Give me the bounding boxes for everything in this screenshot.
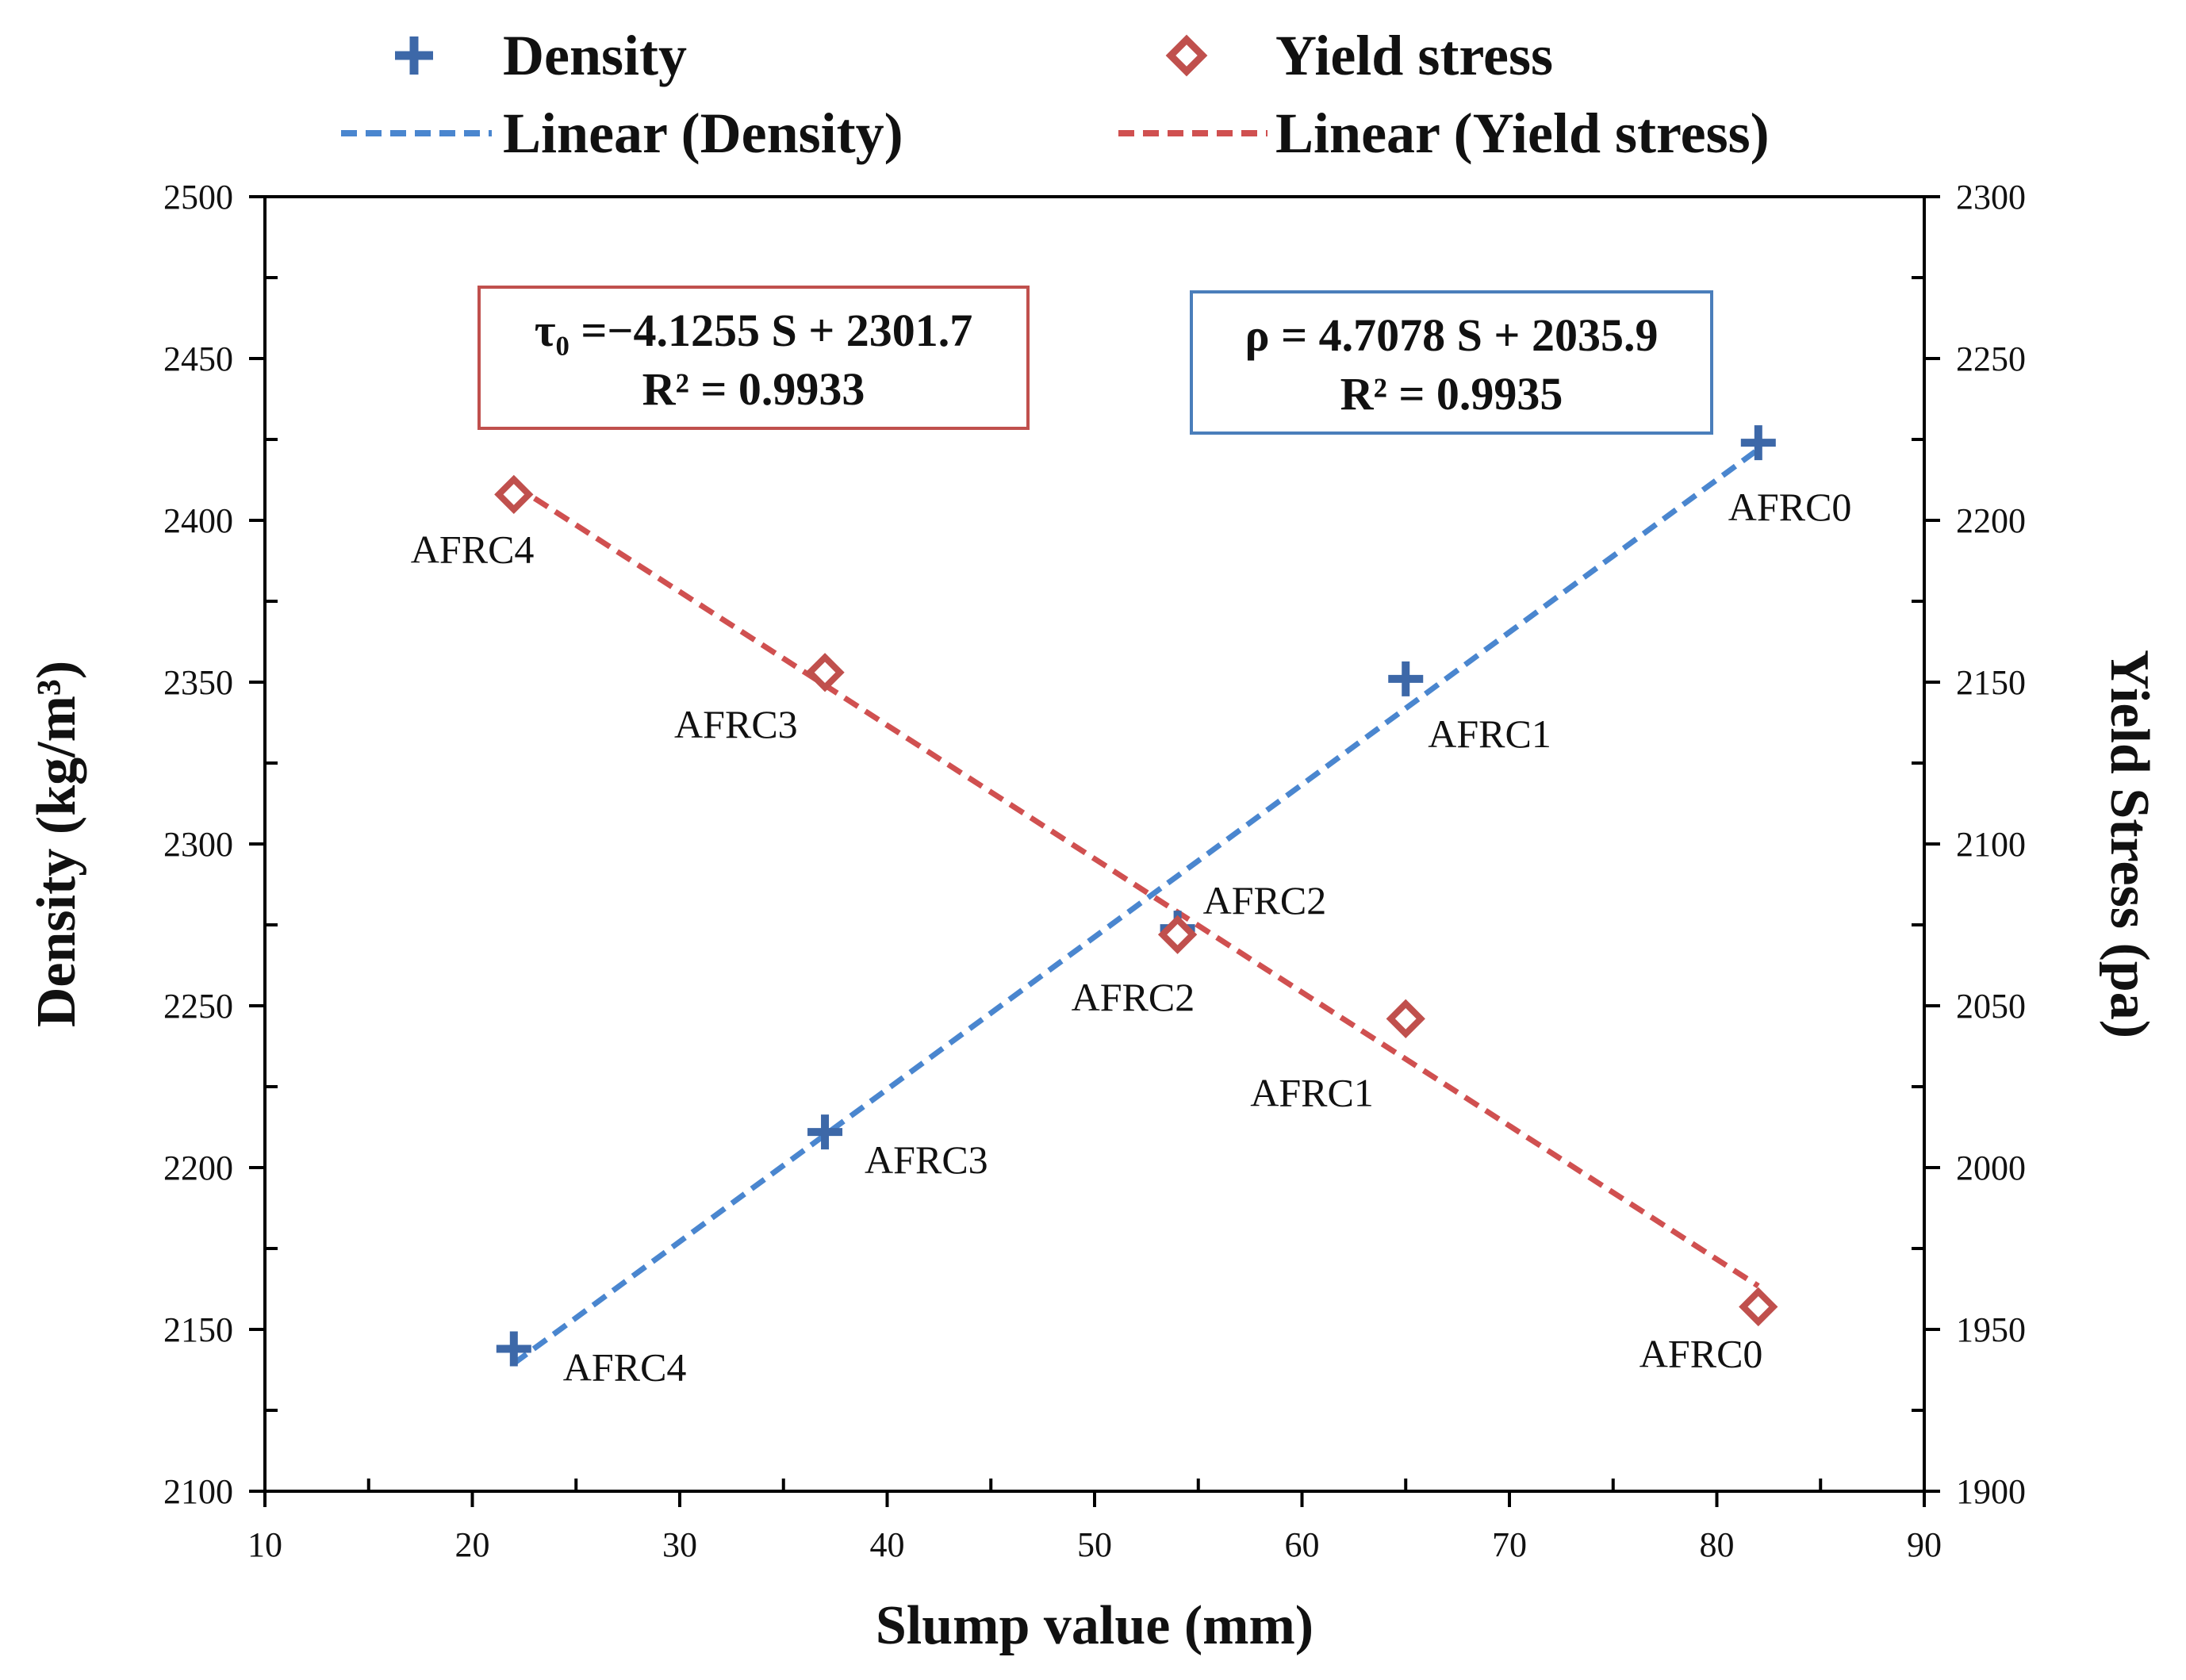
density-point (807, 1114, 843, 1150)
density-point-label: AFRC1 (1428, 712, 1551, 756)
point-labels: AFRC4 AFRC3 AFRC2 AFRC1 AFRC0 AFRC4 AFRC3 AFRC2… (411, 485, 1852, 1389)
density-point-label: AFRC3 (865, 1137, 988, 1182)
yield-equation-frame (477, 286, 1030, 430)
density-point (1740, 425, 1776, 461)
yield-point-label: AFRC0 (1640, 1331, 1763, 1375)
y-right-tick-label: 1950 (1956, 1310, 2026, 1349)
tick-marks (249, 195, 1940, 1507)
density-equation-box: ρ = 4.7078 S + 2035.9 R² = 0.9935 (1190, 290, 1713, 435)
x-tick-label: 90 (1907, 1525, 1942, 1564)
density-point-label: AFRC4 (563, 1344, 687, 1389)
yield-point-label: AFRC4 (411, 527, 535, 571)
yield-trendline (512, 482, 1760, 1289)
legend-density-label: Density (503, 24, 687, 87)
trendlines (512, 447, 1760, 1366)
y-right-tick-label: 2150 (1956, 663, 2026, 702)
legend-yield-marker-icon (1165, 34, 1208, 77)
yield-point-label: AFRC2 (1072, 975, 1195, 1019)
y-right-tick-label: 2250 (1956, 339, 2026, 378)
yield-equation-box: τ₀ =−4.1255 S + 2301.7 R² = 0.9933 (477, 286, 1030, 430)
y-left-tick-label: 2250 (163, 987, 233, 1026)
y-right-tick-label: 2200 (1956, 501, 2026, 540)
y-left-tick-label: 2200 (163, 1149, 233, 1187)
density-point-label: AFRC2 (1203, 878, 1327, 922)
legend-yield-label: Yield stress (1275, 24, 1553, 87)
yield-point (1386, 999, 1425, 1038)
yield-point (1739, 1287, 1778, 1327)
yield-point (1157, 915, 1198, 954)
density-equation: ρ = 4.7078 S + 2035.9 (1245, 309, 1659, 361)
density-r2: R² = 0.9935 (1340, 368, 1563, 420)
x-tick-label: 80 (1700, 1525, 1735, 1564)
x-axis-title: Slump value (mm) (876, 1595, 1314, 1656)
x-tick-label: 60 (1285, 1525, 1320, 1564)
y-left-tick-label: 2500 (163, 178, 233, 217)
y-left-tick-label: 2400 (163, 501, 233, 540)
y-left-tick-label: 2450 (163, 339, 233, 378)
x-tick-label: 70 (1492, 1525, 1527, 1564)
x-tick-label: 30 (662, 1525, 697, 1564)
y-right-tick-label: 2100 (1956, 825, 2026, 864)
legend-yield-trend-label: Linear (Yield stress) (1275, 102, 1770, 165)
y-right-tick-label: 2000 (1956, 1149, 2026, 1187)
density-equation-frame (1190, 290, 1713, 435)
y-right-tick-label: 2300 (1956, 178, 2026, 217)
legend-density-trend-label: Linear (Density) (503, 102, 903, 165)
legend-density-marker-icon (395, 36, 433, 75)
density-trendline (512, 447, 1760, 1366)
data-markers (494, 425, 1778, 1367)
x-tick-label: 50 (1077, 1525, 1112, 1564)
density-point-label: AFRC0 (1728, 485, 1852, 529)
tick-labels: 10 20 30 40 50 60 70 80 90 2100 2150 2200 2250 2300 23… (163, 178, 2026, 1564)
y-right-axis-title: Yield Stress (pa) (2099, 650, 2160, 1038)
y-right-tick-label: 2050 (1956, 987, 2026, 1026)
yield-equation: τ₀ =−4.1255 S + 2301.7 (535, 305, 973, 356)
yield-point-label: AFRC3 (674, 702, 798, 746)
legend: Density Yield stress Linear (Density) Li… (341, 24, 1770, 165)
y-right-tick-label: 1900 (1956, 1472, 2026, 1511)
density-point (1388, 661, 1424, 696)
yield-r2: R² = 0.9933 (642, 363, 865, 415)
yield-point (805, 653, 845, 692)
y-left-tick-label: 2100 (163, 1472, 233, 1511)
y-left-tick-label: 2300 (163, 825, 233, 864)
density-point (496, 1331, 531, 1367)
y-left-axis-title: Density (kg/m³) (26, 661, 87, 1027)
x-tick-label: 20 (455, 1525, 490, 1564)
y-left-tick-label: 2350 (163, 663, 233, 702)
yield-point (494, 474, 534, 515)
x-tick-label: 10 (247, 1525, 282, 1564)
yield-point-label: AFRC1 (1250, 1070, 1374, 1114)
x-tick-label: 40 (870, 1525, 905, 1564)
y-left-tick-label: 2150 (163, 1310, 233, 1349)
